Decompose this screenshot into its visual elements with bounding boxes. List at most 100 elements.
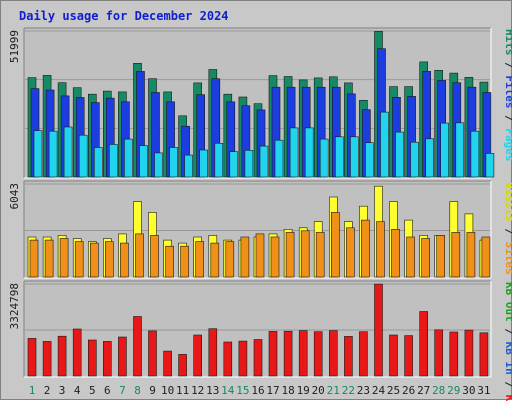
legend-entry: KB Out: [503, 282, 512, 322]
bar-pages: [184, 154, 193, 178]
x-tick-label: 25: [387, 384, 400, 397]
x-tick-label: 14: [221, 384, 235, 397]
bar-pages: [304, 127, 314, 178]
bar-pages: [289, 127, 299, 178]
bar-sites: [105, 241, 114, 278]
bar-kb-f: [419, 311, 429, 377]
legend-entry: Hits: [503, 29, 512, 56]
bar-pages: [94, 147, 103, 178]
legend-entry: /: [503, 322, 512, 342]
bar-sites: [285, 232, 295, 278]
bar-kb-f: [328, 330, 338, 377]
bar-pages: [259, 145, 269, 178]
x-tick-label: 5: [89, 384, 96, 397]
bar-pages: [199, 149, 208, 178]
bar-sites: [406, 236, 415, 278]
bar-pages: [78, 134, 88, 178]
bar-sites: [195, 241, 204, 278]
bar-pages: [214, 143, 224, 178]
bar-kb-f: [103, 341, 112, 377]
bar-sites: [225, 241, 235, 278]
x-tick-label: 2: [44, 384, 51, 397]
bar-pages: [33, 130, 43, 178]
bar-sites: [255, 233, 265, 278]
bar-sites: [120, 242, 129, 278]
bar-kb-f: [193, 334, 202, 377]
legend-2: KB Out / KB In / KB F: [503, 282, 512, 401]
legend-entry: /: [503, 375, 512, 395]
bar-sites: [210, 242, 220, 278]
x-tick-label: 18: [281, 384, 294, 397]
legend-entry: KB In: [503, 342, 512, 375]
x-tick-label: 7: [119, 384, 126, 397]
bar-pages: [244, 150, 254, 178]
x-tick-label: 23: [357, 384, 370, 397]
x-tick-label: 29: [447, 384, 460, 397]
legend-entry: KB F: [503, 395, 512, 401]
x-tick-label: 11: [176, 384, 189, 397]
bar-pages: [274, 139, 284, 178]
bar-kb-f: [27, 338, 37, 377]
bar-sites: [74, 241, 84, 278]
bar-kb-f: [479, 332, 489, 377]
bar-kb-f: [298, 330, 308, 377]
bar-kb-f: [313, 331, 323, 377]
x-tick-label: 8: [134, 384, 141, 397]
x-tick-label: 16: [251, 384, 264, 397]
x-tick-label: 26: [402, 384, 415, 397]
bar-kb-f: [389, 334, 398, 377]
x-tick-label: 1: [29, 384, 36, 397]
legend-entry: Files: [503, 75, 512, 108]
legend-entry: Sites: [503, 242, 512, 275]
bar-kb-f: [118, 336, 127, 377]
bar-sites: [376, 221, 385, 278]
bar-pages: [319, 138, 329, 178]
bar-sites: [240, 236, 250, 278]
bar-sites: [436, 235, 446, 278]
x-tick-label: 15: [236, 384, 249, 397]
legend-entry: Pages: [503, 128, 512, 161]
bar-pages: [455, 122, 465, 178]
bar-pages: [485, 153, 495, 178]
legend-entry: /: [503, 222, 512, 242]
bar-kb-f: [449, 331, 459, 377]
bar-sites: [391, 229, 400, 278]
x-tick-label: 27: [417, 384, 430, 397]
bar-sites: [150, 235, 159, 278]
bar-pages: [440, 122, 450, 178]
bar-kb-f: [88, 339, 97, 377]
bar-kb-f: [374, 283, 383, 377]
bar-sites: [481, 236, 491, 278]
legend-entry: Visits: [503, 182, 512, 222]
x-tick-label: 17: [266, 384, 279, 397]
legend-0: Hits / Files / Pages: [503, 29, 512, 162]
bar-kb-f: [404, 335, 413, 377]
bar-kb-f: [148, 330, 157, 377]
bar-sites: [361, 219, 370, 278]
y-axis-max-label: 51999: [8, 30, 21, 63]
bar-pages: [380, 111, 389, 178]
bar-kb-f: [359, 331, 368, 377]
legend-entry: /: [503, 109, 512, 129]
x-tick-label: 20: [312, 384, 325, 397]
bar-pages: [425, 138, 435, 178]
bar-sites: [421, 238, 431, 278]
x-tick-label: 28: [432, 384, 445, 397]
bar-kb-f: [223, 341, 233, 377]
y-axis-max-label: 3324798: [8, 283, 21, 329]
x-tick-label: 10: [161, 384, 174, 397]
x-tick-label: 4: [74, 384, 81, 397]
bar-pages: [124, 138, 133, 178]
x-tick-label: 13: [206, 384, 219, 397]
bar-pages: [350, 136, 359, 178]
bar-sites: [270, 236, 280, 278]
bar-sites: [451, 232, 461, 278]
bar-kb-f: [163, 350, 172, 377]
x-tick-label: 6: [104, 384, 111, 397]
bar-sites: [165, 245, 174, 278]
bar-sites: [44, 239, 54, 278]
bar-pages: [169, 147, 178, 178]
bar-kb-f: [238, 340, 248, 377]
